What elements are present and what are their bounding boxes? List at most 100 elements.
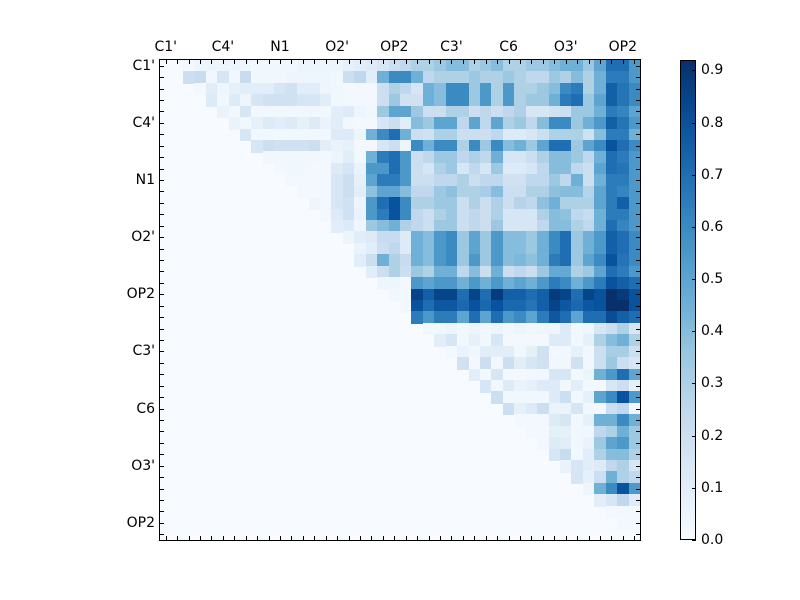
heatmap-cell xyxy=(537,162,550,176)
y-axis-tick xyxy=(636,65,640,67)
heatmap-cell xyxy=(297,185,310,199)
heatmap-cell xyxy=(480,254,493,267)
heatmap-cell xyxy=(605,197,619,210)
heatmap-cell xyxy=(628,94,642,107)
y-tick-label: O2' xyxy=(131,229,155,246)
heatmap-cell xyxy=(617,151,630,164)
heatmap-cell xyxy=(285,151,299,164)
heatmap-cell xyxy=(571,174,584,187)
heatmap-cell xyxy=(434,82,447,96)
heatmap-cell xyxy=(457,254,470,267)
heatmap-cell xyxy=(548,208,562,222)
heatmap-cell xyxy=(548,128,562,142)
heatmap-cell xyxy=(514,174,527,187)
y-axis-tick xyxy=(160,534,164,536)
x-axis-tick xyxy=(417,536,419,540)
heatmap-cell xyxy=(377,140,390,153)
x-axis-tick xyxy=(360,536,361,540)
y-axis-tick xyxy=(160,282,164,284)
heatmap-cell xyxy=(617,391,630,404)
heatmap-cell xyxy=(514,197,527,210)
heatmap-cell xyxy=(354,140,367,153)
heatmap-cell xyxy=(422,220,436,233)
heatmap-cell xyxy=(548,220,562,233)
heatmap-cell xyxy=(457,277,470,290)
heatmap-cell xyxy=(434,311,447,324)
x-axis-tick xyxy=(428,536,430,540)
x-axis-tick xyxy=(382,536,384,540)
heatmap-cell xyxy=(297,82,310,96)
heatmap-cell xyxy=(582,197,596,210)
heatmap-cell xyxy=(502,334,516,347)
heatmap-cell xyxy=(262,82,276,96)
heatmap-cell xyxy=(400,151,413,164)
heatmap-cell xyxy=(617,345,630,359)
heatmap-cell xyxy=(594,174,607,187)
heatmap-cell xyxy=(502,60,516,73)
heatmap-cell xyxy=(331,128,344,142)
heatmap-cell xyxy=(628,105,642,119)
x-axis-tick xyxy=(611,536,613,540)
heatmap-cell xyxy=(582,254,596,267)
heatmap-cell xyxy=(445,300,459,313)
colorbar-tick-label: 0.1 xyxy=(701,479,724,496)
heatmap-cell xyxy=(468,288,482,302)
heatmap-cell xyxy=(411,105,424,119)
heatmap-cell xyxy=(502,197,516,210)
heatmap-cell xyxy=(445,94,459,107)
x-axis-tick xyxy=(348,60,350,64)
heatmap-cell xyxy=(560,334,573,347)
heatmap-cell xyxy=(217,60,230,73)
heatmap-cell xyxy=(411,208,424,222)
heatmap-cell xyxy=(377,60,390,73)
heatmap-cell xyxy=(400,128,413,142)
x-axis-tick xyxy=(440,536,441,540)
x-axis-tick xyxy=(211,536,213,540)
y-axis-tick xyxy=(160,237,164,239)
heatmap-cell xyxy=(274,71,287,84)
heatmap-cell xyxy=(491,322,504,336)
heatmap-cell xyxy=(525,71,539,84)
heatmap-cell xyxy=(342,162,356,176)
heatmap-cell xyxy=(422,105,436,119)
heatmap-cell xyxy=(251,140,264,153)
heatmap-cell xyxy=(354,71,367,84)
heatmap-cell xyxy=(605,482,619,496)
heatmap-cell xyxy=(445,322,459,336)
heatmap-cell xyxy=(457,60,470,73)
heatmap-cell xyxy=(628,460,642,473)
heatmap-cell xyxy=(628,288,642,302)
y-axis-tick xyxy=(160,111,164,113)
heatmap-cell xyxy=(571,357,584,370)
heatmap-cell xyxy=(240,82,253,96)
heatmap-cell xyxy=(434,277,447,290)
heatmap-cell xyxy=(422,311,436,324)
heatmap-cell xyxy=(617,82,630,96)
heatmap-cell xyxy=(480,357,493,370)
heatmap-cell xyxy=(617,208,630,222)
heatmap-cell xyxy=(560,460,573,473)
heatmap-cell xyxy=(205,94,219,107)
heatmap-cell xyxy=(617,448,630,462)
heatmap-cell xyxy=(400,208,413,222)
heatmap-cell xyxy=(331,185,344,199)
colorbar-tick xyxy=(692,174,696,176)
heatmap-cell xyxy=(400,288,413,302)
y-axis-tick xyxy=(636,180,640,181)
heatmap-cell xyxy=(571,220,584,233)
heatmap-cell xyxy=(525,391,539,404)
y-axis-tick xyxy=(160,180,164,181)
y-axis-tick xyxy=(160,374,164,376)
heatmap-cell xyxy=(617,368,630,382)
heatmap-cell xyxy=(525,254,539,267)
heatmap-cell xyxy=(445,345,459,359)
heatmap-cell xyxy=(285,82,299,96)
y-axis-tick xyxy=(636,122,640,124)
heatmap-cell xyxy=(491,265,504,279)
heatmap-cell xyxy=(628,345,642,359)
heatmap-cell xyxy=(365,174,379,187)
heatmap-cell xyxy=(571,311,584,324)
heatmap-cell xyxy=(628,277,642,290)
heatmap-cell xyxy=(388,277,402,290)
heatmap-cell xyxy=(514,311,527,324)
